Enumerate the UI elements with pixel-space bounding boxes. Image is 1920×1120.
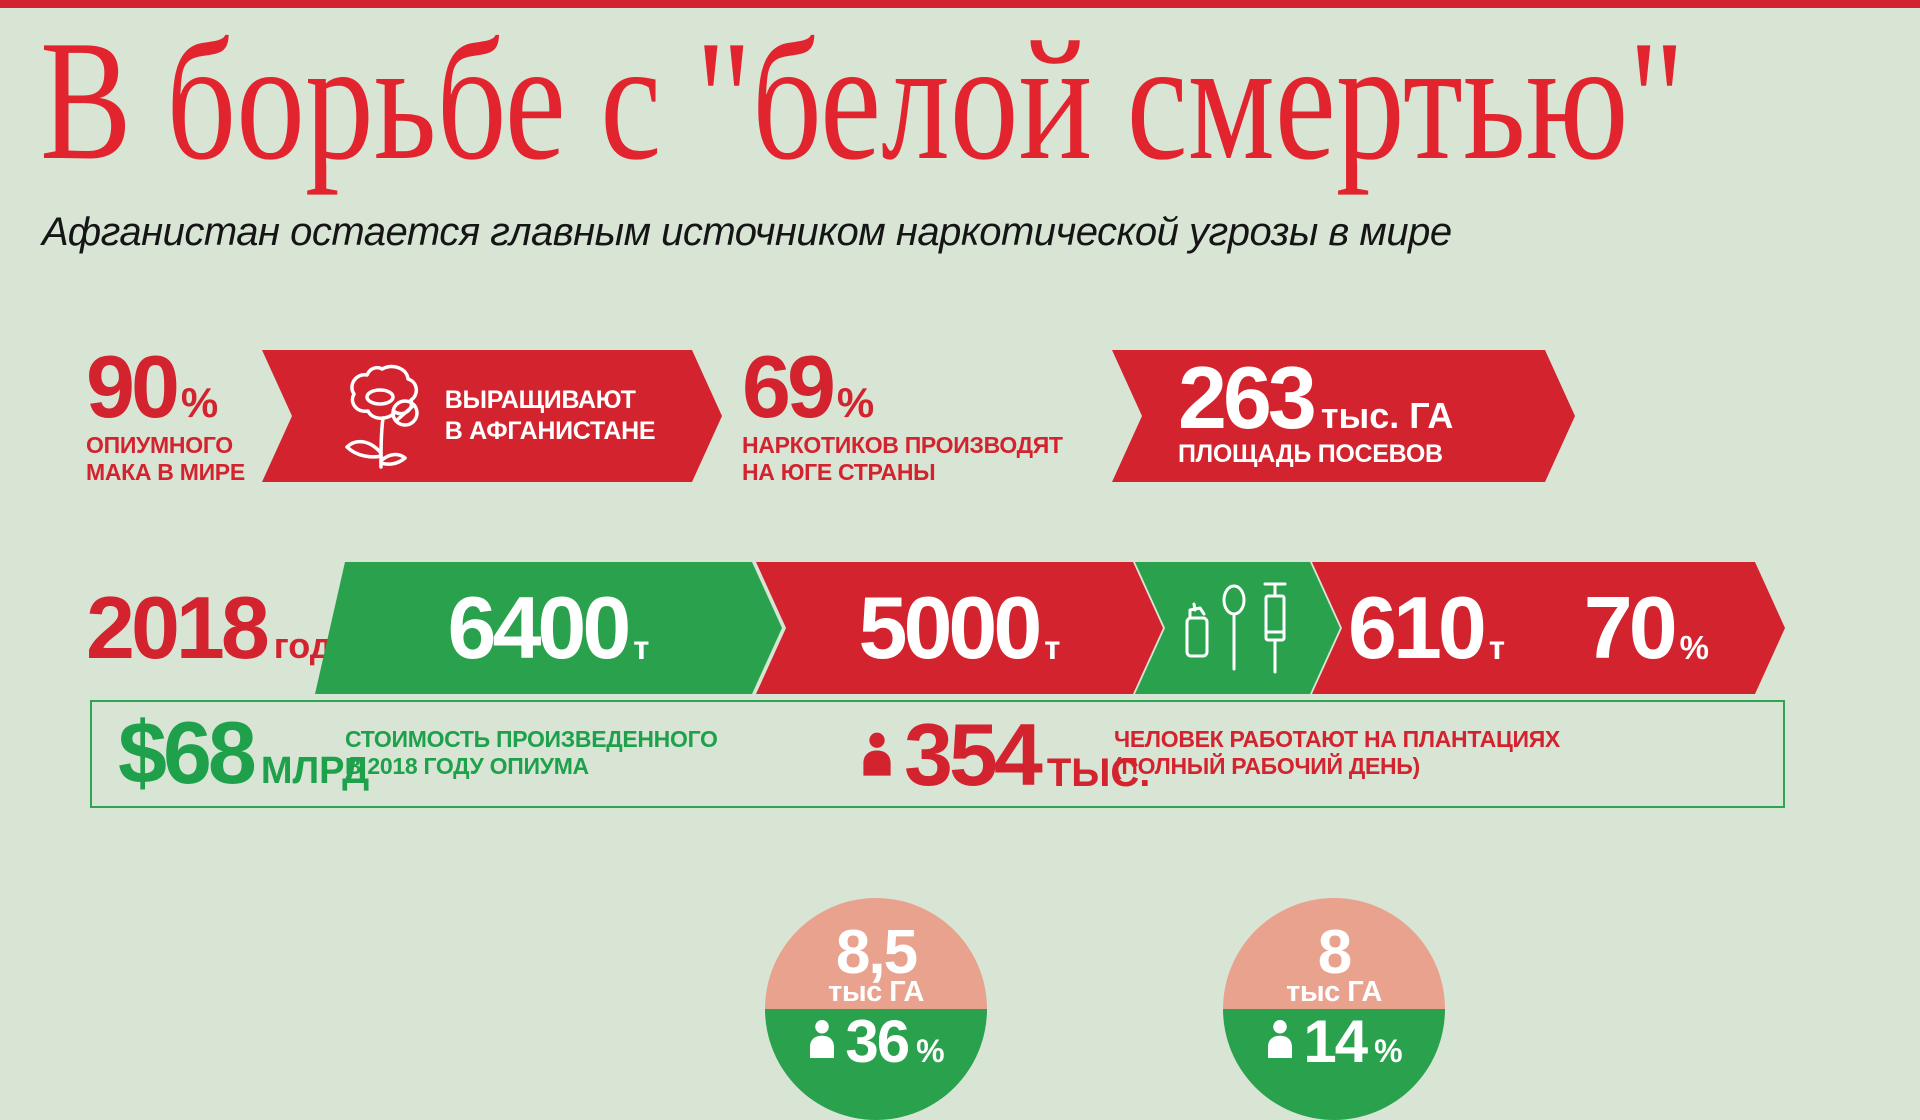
area-circle-1-bottom: 36 % bbox=[765, 1009, 987, 1120]
top-accent-strip bbox=[0, 0, 1920, 8]
opium-cost-unit: МЛРД bbox=[260, 750, 370, 792]
segment-610-value: 610 bbox=[1348, 578, 1483, 677]
stat-south-share-label-1: НАРКОТИКОВ ПРОИЗВОДЯТ bbox=[742, 432, 1063, 458]
syringe-icon bbox=[1257, 580, 1293, 676]
stat-south-share-unit: % bbox=[836, 379, 875, 426]
circle-2-area-value: 8 bbox=[1317, 918, 1353, 987]
area-banner: 263 тыс. ГА ПЛОЩАДЬ ПОСЕВОВ bbox=[1112, 350, 1575, 482]
stat-opium-share-label-2: МАКА В МИРЕ bbox=[86, 459, 245, 485]
area-circle-1: 8,5 тыс ГА 36 % bbox=[765, 898, 987, 1120]
workers-label-1: ЧЕЛОВЕК РАБОТАЮТ НА ПЛАНТАЦИЯХ bbox=[1114, 726, 1560, 752]
page-title-text: В борьбе с "белой смертью" bbox=[40, 6, 1685, 196]
summary-box: $68 МЛРД СТОИМОСТЬ ПРОИЗВЕДЕННОГО В 2018… bbox=[90, 700, 1785, 808]
circle-2-area-unit: тыс ГА bbox=[1286, 976, 1382, 1008]
stat-opium-share-unit: % bbox=[180, 379, 219, 426]
stat-opium-share-value: 90 bbox=[86, 337, 180, 436]
segment-produced-6400: 6400 т bbox=[315, 562, 782, 694]
area-banner-label: ПЛОЩАДЬ ПОСЕВОВ bbox=[1178, 439, 1443, 468]
lighter-icon bbox=[1183, 596, 1211, 660]
circle-1-area-value: 8,5 bbox=[835, 918, 918, 987]
segment-seized-610: 610 т 70 % bbox=[1312, 562, 1785, 694]
grow-banner-line-2: В АФГАНИСТАНЕ bbox=[444, 417, 656, 445]
area-circle-1-top: 8,5 тыс ГА bbox=[765, 898, 987, 1009]
opium-cost-stat: $68 МЛРД bbox=[118, 703, 370, 802]
person-icon bbox=[1265, 1017, 1295, 1059]
workers-label-2: (ПОЛНЫЙ РАБОЧИЙ ДЕНЬ) bbox=[1114, 753, 1420, 779]
segment-610-unit: т bbox=[1488, 629, 1505, 666]
segment-6400-value: 6400 bbox=[447, 578, 628, 677]
area-banner-unit: тыс. ГА bbox=[1320, 394, 1454, 436]
area-circle-2-top: 8 тыс ГА bbox=[1223, 898, 1445, 1009]
year-value: 2018 bbox=[86, 578, 270, 677]
stat-opium-share-label-1: ОПИУМНОГО bbox=[86, 432, 233, 458]
segment-70-unit: % bbox=[1679, 629, 1709, 666]
page-title: В борьбе с "белой смертью" bbox=[40, 6, 1920, 196]
stat-opium-share: 90 % ОПИУМНОГО МАКА В МИРЕ bbox=[86, 337, 245, 486]
year-label: 2018 год bbox=[86, 562, 333, 694]
opium-cost-label-2: В 2018 ГОДУ ОПИУМА bbox=[345, 753, 589, 779]
segment-produced-5000: 5000 т bbox=[756, 562, 1163, 694]
segment-6400-unit: т bbox=[633, 629, 650, 666]
stat-south-share: 69 % НАРКОТИКОВ ПРОИЗВОДЯТ НА ЮГЕ СТРАНЫ bbox=[742, 337, 1063, 486]
workers-stat: 354 ТЫС. bbox=[904, 705, 1151, 804]
segment-drug-icons bbox=[1135, 562, 1340, 694]
area-circle-2-bottom: 14 % bbox=[1223, 1009, 1445, 1120]
page-subtitle: Афганистан остается главным источником н… bbox=[42, 210, 1452, 254]
poppy-no-sign-icon bbox=[339, 361, 425, 471]
segment-5000-value: 5000 bbox=[858, 578, 1039, 677]
circle-2-share-unit: % bbox=[1374, 1033, 1403, 1069]
circle-2-share-value: 14 bbox=[1303, 1008, 1368, 1075]
grow-banner: ВЫРАЩИВАЮТ В АФГАНИСТАНЕ bbox=[262, 350, 722, 482]
opium-cost-labels: СТОИМОСТЬ ПРОИЗВЕДЕННОГО В 2018 ГОДУ ОПИ… bbox=[345, 726, 718, 780]
year-unit: год bbox=[273, 625, 333, 666]
grow-banner-line-1: ВЫРАЩИВАЮТ bbox=[444, 386, 636, 414]
segment-5000-unit: т bbox=[1044, 629, 1061, 666]
workers-value: 354 bbox=[904, 705, 1043, 804]
person-icon bbox=[807, 1017, 837, 1059]
person-icon bbox=[860, 730, 894, 776]
workers-labels: ЧЕЛОВЕК РАБОТАЮТ НА ПЛАНТАЦИЯХ (ПОЛНЫЙ Р… bbox=[1114, 726, 1560, 780]
segment-70-value: 70 bbox=[1583, 578, 1674, 677]
area-banner-value: 263 bbox=[1178, 347, 1313, 447]
circle-1-area-unit: тыс ГА bbox=[828, 976, 924, 1008]
circle-1-share-unit: % bbox=[916, 1033, 945, 1069]
stat-south-share-label-2: НА ЮГЕ СТРАНЫ bbox=[742, 459, 936, 485]
area-circle-2: 8 тыс ГА 14 % bbox=[1223, 898, 1445, 1120]
workers-unit: ТЫС. bbox=[1046, 751, 1151, 795]
circle-1-share-value: 36 bbox=[845, 1008, 910, 1075]
opium-cost-label-1: СТОИМОСТЬ ПРОИЗВЕДЕННОГО bbox=[345, 726, 718, 752]
opium-cost-value: $68 bbox=[118, 703, 257, 802]
stat-south-share-value: 69 bbox=[742, 337, 836, 436]
spoon-icon bbox=[1221, 584, 1247, 672]
